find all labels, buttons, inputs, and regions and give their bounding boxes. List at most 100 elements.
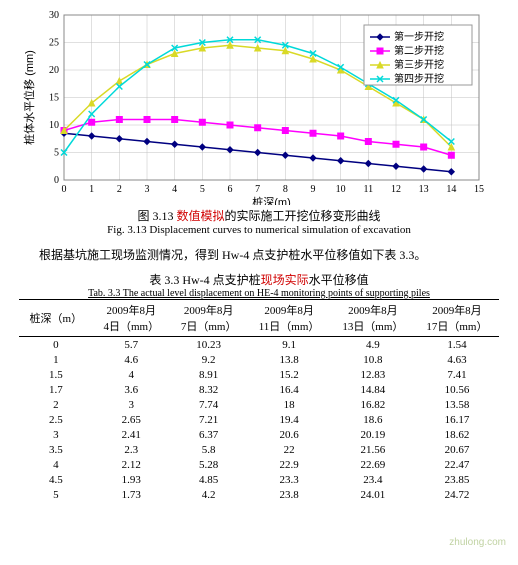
svg-text:第一步开挖: 第一步开挖 bbox=[394, 30, 444, 43]
displacement-table: 桩深（m）2009年8月4日（mm）2009年8月7日（mm）2009年8月11… bbox=[19, 299, 499, 502]
table-cell: 6.37 bbox=[170, 427, 247, 442]
table-cell: 4 bbox=[93, 367, 170, 382]
table-cell: 4 bbox=[19, 457, 93, 472]
table-cell: 5.7 bbox=[93, 337, 170, 353]
svg-text:桩深(m): 桩深(m) bbox=[252, 195, 291, 205]
svg-text:9: 9 bbox=[311, 184, 316, 195]
table-cell: 16.17 bbox=[415, 412, 499, 427]
table-cell: 8.91 bbox=[170, 367, 247, 382]
table-cell: 1.73 bbox=[93, 487, 170, 502]
svg-text:12: 12 bbox=[391, 184, 401, 195]
table-cell: 2.65 bbox=[93, 412, 170, 427]
table-cell: 1.54 bbox=[415, 337, 499, 353]
svg-text:0: 0 bbox=[54, 175, 59, 186]
tab-caption-red: 现场实际 bbox=[261, 273, 309, 287]
table-cell: 2.3 bbox=[93, 442, 170, 457]
fig-caption-cn-suffix: 的实际施工开挖位移变形曲线 bbox=[225, 209, 381, 223]
table-cell: 5.8 bbox=[170, 442, 247, 457]
table-row: 3.52.35.82221.5620.67 bbox=[19, 442, 499, 457]
svg-text:20: 20 bbox=[49, 65, 59, 76]
table-cell: 4.5 bbox=[19, 472, 93, 487]
table-cell: 23.8 bbox=[247, 487, 331, 502]
table-row: 2.52.657.2119.418.616.17 bbox=[19, 412, 499, 427]
svg-text:第二步开挖: 第二步开挖 bbox=[394, 44, 444, 57]
table-caption-en: Tab. 3.3 The actual level displacement o… bbox=[0, 288, 518, 299]
table-cell: 23.85 bbox=[415, 472, 499, 487]
table-cell: 3.6 bbox=[93, 382, 170, 397]
table-header: 桩深（m） bbox=[19, 300, 93, 337]
watermark: zhulong.com bbox=[449, 537, 506, 548]
body-paragraph: 根据基坑施工现场监测情况，得到 Hw-4 点支护桩水平位移值如下表 3.3。 bbox=[15, 246, 503, 263]
table-cell: 10.8 bbox=[331, 352, 415, 367]
tab-caption-prefix: 表 3.3 Hw-4 点支护桩 bbox=[149, 273, 260, 287]
table-cell: 19.4 bbox=[247, 412, 331, 427]
table-cell: 1.5 bbox=[19, 367, 93, 382]
svg-text:14: 14 bbox=[446, 184, 456, 195]
table-cell: 2 bbox=[19, 397, 93, 412]
table-header: 2009年8月17日（mm） bbox=[415, 300, 499, 337]
table-cell: 18.62 bbox=[415, 427, 499, 442]
svg-text:10: 10 bbox=[336, 184, 346, 195]
table-cell: 13.8 bbox=[247, 352, 331, 367]
fig-caption-cn-prefix: 图 3.13 bbox=[137, 209, 176, 223]
table-cell: 20.67 bbox=[415, 442, 499, 457]
table-cell: 2.41 bbox=[93, 427, 170, 442]
table-cell: 4.9 bbox=[331, 337, 415, 353]
svg-text:15: 15 bbox=[474, 184, 484, 195]
table-caption-cn: 表 3.3 Hw-4 点支护桩现场实际水平位移值 bbox=[0, 271, 518, 288]
table-cell: 12.83 bbox=[331, 367, 415, 382]
table-cell: 0 bbox=[19, 337, 93, 353]
table-cell: 3 bbox=[93, 397, 170, 412]
table-cell: 9.2 bbox=[170, 352, 247, 367]
svg-text:4: 4 bbox=[172, 184, 177, 195]
table-cell: 15.2 bbox=[247, 367, 331, 382]
table-header: 2009年8月13日（mm） bbox=[331, 300, 415, 337]
table-row: 1.548.9115.212.837.41 bbox=[19, 367, 499, 382]
svg-text:25: 25 bbox=[49, 38, 59, 49]
svg-text:8: 8 bbox=[283, 184, 288, 195]
table-cell: 20.19 bbox=[331, 427, 415, 442]
figure-caption: 图 3.13 数值模拟的实际施工开挖位移变形曲线 Fig. 3.13 Displ… bbox=[0, 207, 518, 236]
table-row: 05.710.239.14.91.54 bbox=[19, 337, 499, 353]
table-cell: 10.56 bbox=[415, 382, 499, 397]
table-cell: 22.9 bbox=[247, 457, 331, 472]
svg-text:2: 2 bbox=[117, 184, 122, 195]
svg-text:5: 5 bbox=[200, 184, 205, 195]
svg-text:第三步开挖: 第三步开挖 bbox=[394, 58, 444, 71]
svg-text:3: 3 bbox=[145, 184, 150, 195]
table-cell: 8.32 bbox=[170, 382, 247, 397]
svg-text:1: 1 bbox=[89, 184, 94, 195]
table-cell: 7.74 bbox=[170, 397, 247, 412]
displacement-chart: 0123456789101112131415051015202530桩深(m)桩… bbox=[19, 5, 499, 205]
svg-text:11: 11 bbox=[364, 184, 374, 195]
svg-text:第四步开挖: 第四步开挖 bbox=[394, 72, 444, 85]
table-cell: 10.23 bbox=[170, 337, 247, 353]
svg-text:13: 13 bbox=[419, 184, 429, 195]
table-row: 32.416.3720.620.1918.62 bbox=[19, 427, 499, 442]
table-cell: 22.47 bbox=[415, 457, 499, 472]
table-cell: 21.56 bbox=[331, 442, 415, 457]
svg-text:6: 6 bbox=[228, 184, 233, 195]
table-header: 2009年8月4日（mm） bbox=[93, 300, 170, 337]
table-cell: 3 bbox=[19, 427, 93, 442]
table-row: 42.125.2822.922.6922.47 bbox=[19, 457, 499, 472]
table-cell: 2.12 bbox=[93, 457, 170, 472]
svg-text:0: 0 bbox=[62, 184, 67, 195]
svg-text:桩体水平位移 (mm): 桩体水平位移 (mm) bbox=[22, 50, 36, 145]
table-cell: 24.01 bbox=[331, 487, 415, 502]
table-cell: 4.2 bbox=[170, 487, 247, 502]
svg-text:15: 15 bbox=[49, 93, 59, 104]
table-cell: 2.5 bbox=[19, 412, 93, 427]
tab-caption-suffix: 水平位移值 bbox=[309, 273, 369, 287]
fig-caption-en: Fig. 3.13 Displacement curves to numeric… bbox=[0, 224, 518, 236]
table-cell: 3.5 bbox=[19, 442, 93, 457]
table-row: 1.73.68.3216.414.8410.56 bbox=[19, 382, 499, 397]
table-cell: 1.7 bbox=[19, 382, 93, 397]
table-cell: 20.6 bbox=[247, 427, 331, 442]
svg-text:7: 7 bbox=[255, 184, 260, 195]
table-cell: 13.58 bbox=[415, 397, 499, 412]
table-cell: 4.6 bbox=[93, 352, 170, 367]
table-cell: 1.93 bbox=[93, 472, 170, 487]
table-cell: 24.72 bbox=[415, 487, 499, 502]
table-cell: 22 bbox=[247, 442, 331, 457]
